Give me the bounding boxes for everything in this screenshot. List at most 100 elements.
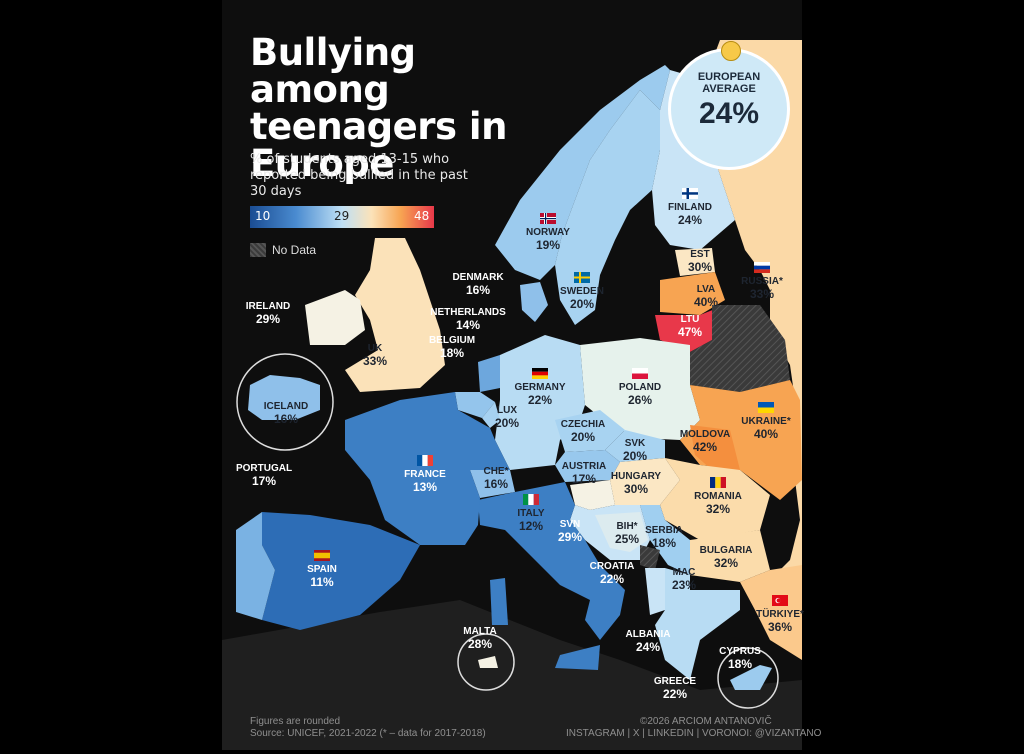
- country-norway[interactable]: [495, 65, 670, 280]
- country-value: 32%: [713, 556, 739, 570]
- country-value: 33%: [362, 354, 388, 368]
- country-france[interactable]: [345, 392, 510, 545]
- country-value: 36%: [767, 620, 793, 634]
- label-cyprus: CYPRUS 18%: [700, 645, 780, 671]
- country-name: LTU: [680, 314, 700, 325]
- country-svn[interactable]: [570, 480, 615, 510]
- country-value: 30%: [623, 482, 649, 496]
- label-sweden: SWEDEN 20%: [542, 272, 622, 311]
- country-name: CROATIA: [589, 561, 635, 572]
- label-uk: UK 33%: [335, 342, 415, 368]
- country-value: 28%: [467, 637, 493, 651]
- label-serbia: SERBIA 18%: [624, 524, 704, 550]
- country-name: CZECHIA: [560, 419, 606, 430]
- country-name: ITALY: [517, 508, 545, 519]
- label-malta: MALTA 28%: [440, 625, 520, 651]
- country-value: 18%: [727, 657, 753, 671]
- country-greece[interactable]: [655, 590, 740, 680]
- country-cyprus[interactable]: [730, 665, 772, 690]
- country-ltu[interactable]: [655, 305, 725, 352]
- country-uk[interactable]: [345, 238, 445, 392]
- crying-face-icon: [721, 41, 741, 61]
- country-est[interactable]: [675, 248, 715, 276]
- flag-turkiye-icon: [772, 595, 788, 606]
- country-svk[interactable]: [605, 430, 665, 462]
- country-name: RUSSIA*: [741, 276, 783, 287]
- label-ukraine: UKRAINE* 40%: [726, 402, 806, 441]
- country-ireland[interactable]: [305, 290, 365, 345]
- label-czechia: CZECHIA 20%: [543, 418, 623, 444]
- country-spain[interactable]: [262, 512, 420, 630]
- country-sweden[interactable]: [555, 90, 660, 325]
- country-romania[interactable]: [660, 458, 770, 540]
- flag-poland-icon: [632, 368, 648, 379]
- label-iceland: ICELAND 16%: [246, 400, 326, 426]
- country-value: 16%: [483, 477, 509, 491]
- page-subtitle: % of students aged 13-15 who reported be…: [250, 152, 468, 199]
- country-value: 16%: [465, 283, 491, 297]
- country-czechia[interactable]: [555, 410, 625, 452]
- country-name: CHE*: [483, 466, 509, 477]
- label-austria: AUSTRIA 17%: [544, 460, 624, 486]
- country-russia[interactable]: [705, 40, 802, 660]
- country-value: 33%: [749, 287, 775, 301]
- label-france: FRANCE 13%: [385, 455, 465, 494]
- country-name: FINLAND: [668, 202, 712, 213]
- label-belgium: BELGIUM 18%: [412, 334, 492, 360]
- label-svn: SVN 29%: [530, 518, 610, 544]
- legend-max: 48: [414, 209, 430, 223]
- country-name: GERMANY: [514, 382, 566, 393]
- country-name: FRANCE: [404, 469, 446, 480]
- country-denmark[interactable]: [520, 282, 548, 322]
- country-hungary[interactable]: [610, 458, 680, 505]
- country-name: SERBIA: [645, 525, 683, 536]
- label-portugal: PORTUGAL 17%: [224, 462, 304, 488]
- flag-france-icon: [417, 455, 433, 466]
- footer-note: Figures are rounded: [250, 716, 341, 727]
- country-turkiye[interactable]: [740, 565, 802, 660]
- country-name: LUX: [497, 405, 517, 416]
- country-lva[interactable]: [660, 272, 725, 315]
- country-value: 30%: [687, 260, 713, 274]
- footer-socials: INSTAGRAM | X | LINKEDIN | VORONOI: @VIZ…: [566, 728, 822, 739]
- country-mac[interactable]: [665, 568, 690, 590]
- country-name: SVN: [559, 519, 581, 530]
- country-netherlands[interactable]: [478, 355, 500, 392]
- country-serbia[interactable]: [640, 505, 690, 575]
- country-name: PORTUGAL: [235, 463, 293, 474]
- country-belgium[interactable]: [455, 392, 495, 418]
- label-est: EST 30%: [660, 248, 740, 274]
- label-bih: BIH* 25%: [587, 520, 667, 546]
- legend-mid: 29: [334, 209, 350, 223]
- label-netherlands: NETHERLANDS 14%: [428, 306, 508, 332]
- country-portugal[interactable]: [236, 512, 275, 620]
- iceland-inset-circle: [236, 353, 334, 451]
- landmass-nodata-south: [222, 600, 802, 750]
- country-malta[interactable]: [478, 656, 498, 668]
- country-value: 40%: [693, 295, 719, 309]
- country-lux[interactable]: [482, 402, 500, 428]
- country-value: 22%: [662, 687, 688, 701]
- country-value: 29%: [255, 312, 281, 326]
- country-montenegro-nodata: [640, 545, 660, 570]
- country-italy[interactable]: [478, 482, 625, 640]
- country-bulgaria[interactable]: [690, 530, 770, 582]
- country-bih[interactable]: [595, 512, 648, 552]
- page-title: Bullying among teenagers in Europe: [250, 31, 507, 185]
- country-italy-sardinia: [490, 578, 508, 625]
- label-lux: LUX 20%: [467, 404, 547, 430]
- label-albania: ALBANIA 24%: [608, 628, 688, 654]
- country-che[interactable]: [470, 470, 515, 498]
- label-romania: ROMANIA 32%: [678, 477, 758, 516]
- country-value: 22%: [599, 572, 625, 586]
- country-name: MOLDOVA: [679, 429, 731, 440]
- flag-finland-icon: [682, 188, 698, 199]
- country-iceland[interactable]: [248, 375, 320, 420]
- label-croatia: CROATIA 22%: [572, 560, 652, 586]
- country-albania[interactable]: [645, 568, 665, 615]
- country-value: 13%: [412, 480, 438, 494]
- country-poland[interactable]: [580, 338, 700, 440]
- country-moldova[interactable]: [690, 425, 740, 470]
- country-austria[interactable]: [555, 450, 620, 482]
